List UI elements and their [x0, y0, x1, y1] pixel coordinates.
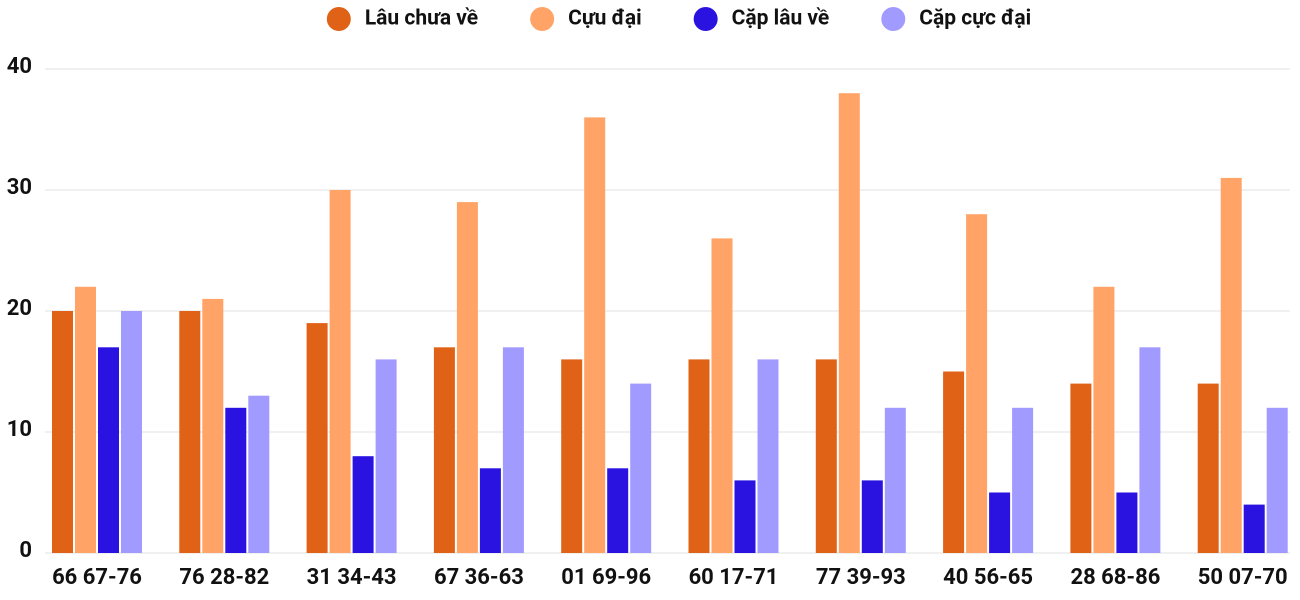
- x-tick-label: 67 36-63: [434, 565, 524, 590]
- legend-marker: [693, 7, 718, 31]
- bar: [1197, 383, 1219, 553]
- bar: [225, 407, 247, 553]
- y-tick-label: 20: [7, 296, 32, 321]
- bar: [202, 298, 224, 553]
- bar: [456, 202, 478, 553]
- x-tick-label: 50 07-70: [1198, 565, 1288, 590]
- bar: [943, 371, 965, 553]
- bar: [502, 347, 524, 553]
- x-tick-label: 28 68-86: [1070, 565, 1160, 590]
- bar: [884, 407, 906, 553]
- legend-label: Cặp cực đại: [919, 7, 1031, 31]
- x-tick-label: 40 56-65: [943, 565, 1033, 590]
- legend-marker: [326, 7, 351, 31]
- bar: [1093, 286, 1115, 553]
- bar: [757, 359, 779, 553]
- bar: [861, 480, 883, 553]
- legend-marker: [881, 7, 906, 31]
- bar: [1266, 407, 1288, 553]
- y-tick-label: 10: [7, 417, 32, 442]
- legend-label: Cặp lâu về: [732, 7, 830, 31]
- x-tick-label: 01 69-96: [561, 565, 651, 590]
- legend-marker: [530, 7, 555, 31]
- legend-label: Lâu chưa về: [365, 7, 478, 31]
- bar: [1012, 407, 1034, 553]
- bar: [98, 347, 119, 553]
- bar: [1220, 177, 1242, 553]
- bar: [989, 492, 1011, 553]
- bar: [1116, 492, 1138, 553]
- bar: [479, 468, 501, 553]
- bar: [561, 359, 583, 553]
- bar: [1139, 347, 1161, 553]
- x-tick-label: 76 28-82: [179, 565, 269, 590]
- bar: [121, 311, 142, 553]
- legend-item: Cặp cực đại: [881, 7, 1031, 31]
- legend-label: Cựu đại: [568, 7, 642, 31]
- bar: [966, 214, 988, 553]
- y-tick-label: 40: [7, 54, 32, 79]
- bar: [1243, 504, 1265, 553]
- bar: [584, 117, 606, 554]
- legend-item: Lâu chưa về: [326, 7, 478, 31]
- bar: [433, 347, 455, 553]
- bar: [711, 238, 733, 553]
- bar: [329, 190, 351, 553]
- legend-item: Cặp lâu về: [693, 7, 830, 31]
- x-tick-label: 77 39-93: [816, 565, 906, 590]
- x-tick-label: 31 34-43: [307, 565, 397, 590]
- bar: [607, 468, 629, 553]
- bar: [352, 456, 374, 553]
- y-tick-label: 0: [19, 538, 32, 563]
- bar: [630, 383, 652, 553]
- bar: [1070, 383, 1092, 553]
- bar: [688, 359, 710, 553]
- bar: [248, 395, 270, 553]
- bar: [179, 311, 201, 553]
- bar: [306, 323, 328, 553]
- bar: [52, 311, 73, 553]
- legend-item: Cựu đại: [530, 7, 642, 31]
- bar: [734, 480, 756, 553]
- x-tick-label: 66 67-76: [52, 565, 142, 590]
- bar: [75, 286, 96, 553]
- x-tick-label: 60 17-71: [689, 565, 779, 590]
- bar: [838, 93, 860, 553]
- bar: [375, 359, 397, 553]
- y-tick-label: 30: [7, 175, 32, 200]
- bar: [815, 359, 837, 553]
